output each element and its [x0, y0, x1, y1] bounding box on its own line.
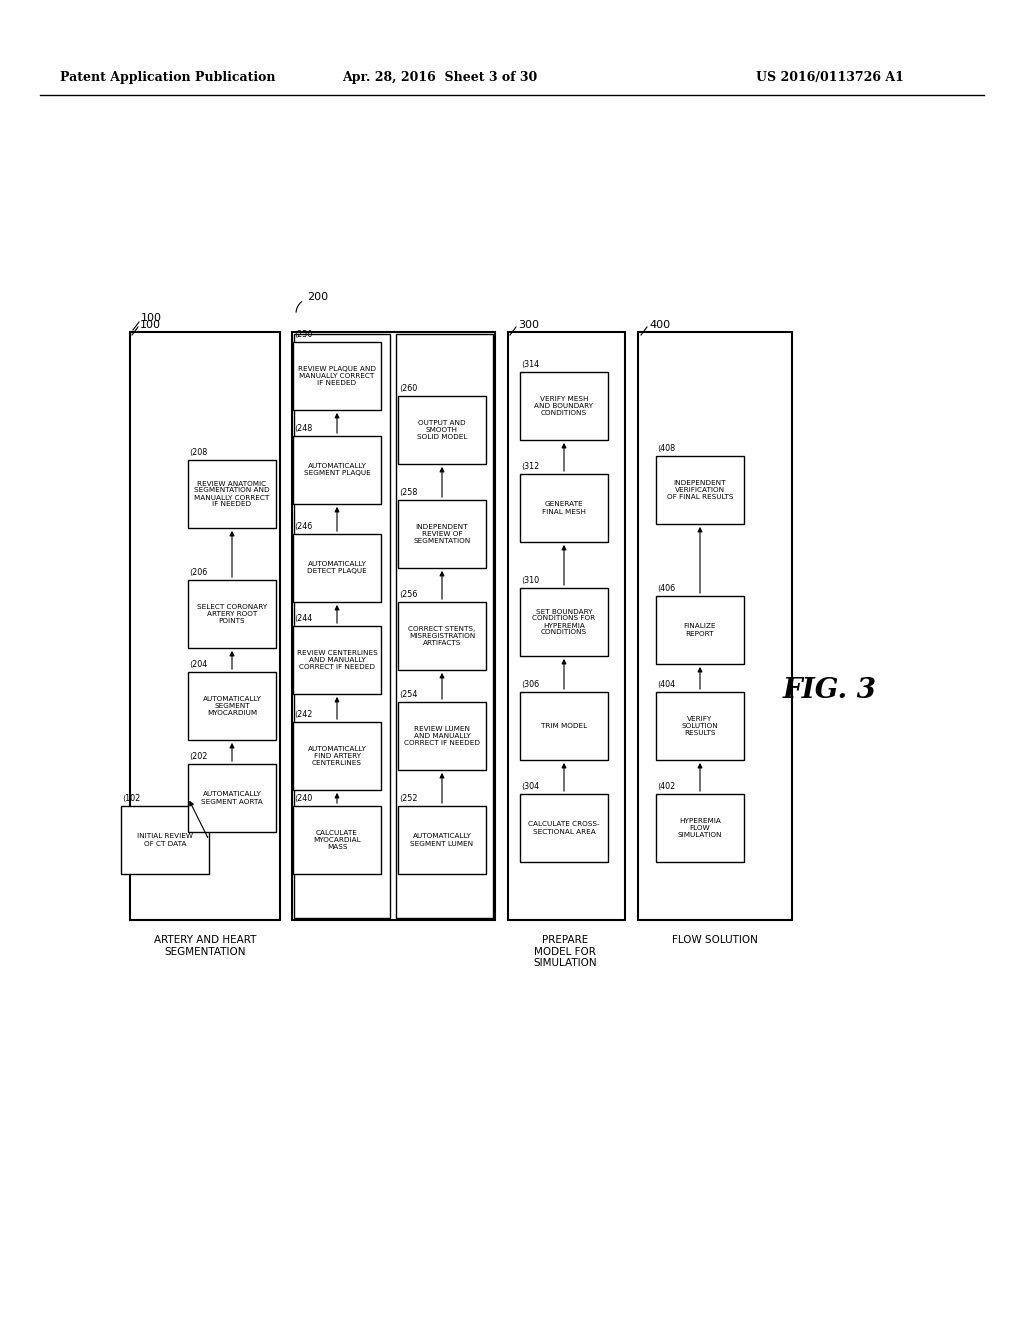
Text: PREPARE
MODEL FOR
SIMULATION: PREPARE MODEL FOR SIMULATION	[534, 935, 597, 968]
Text: SELECT CORONARY
ARTERY ROOT
POINTS: SELECT CORONARY ARTERY ROOT POINTS	[197, 605, 267, 624]
Bar	[188, 459, 276, 528]
Bar	[398, 396, 486, 465]
Bar	[656, 692, 744, 760]
Text: AUTOMATICALLY
DETECT PLAQUE: AUTOMATICALLY DETECT PLAQUE	[307, 561, 367, 574]
Text: AUTOMATICALLY
FIND ARTERY
CENTERLINES: AUTOMATICALLY FIND ARTERY CENTERLINES	[307, 746, 367, 766]
Text: ⟨250: ⟨250	[294, 330, 312, 339]
Text: AUTOMATICALLY
SEGMENT AORTA: AUTOMATICALLY SEGMENT AORTA	[201, 792, 263, 804]
Text: ⟨306: ⟨306	[521, 680, 539, 689]
Text: CALCULATE CROSS-
SECTIONAL AREA: CALCULATE CROSS- SECTIONAL AREA	[528, 821, 600, 834]
Bar	[398, 500, 486, 568]
Bar	[398, 807, 486, 874]
Text: ⟨254: ⟨254	[399, 690, 418, 700]
Text: ⟨242: ⟨242	[294, 710, 312, 719]
Text: FLOW SOLUTION: FLOW SOLUTION	[672, 935, 758, 945]
Text: ⟨304: ⟨304	[521, 781, 539, 791]
Text: ⟨204: ⟨204	[189, 660, 207, 669]
Text: US 2016/0113726 A1: US 2016/0113726 A1	[756, 71, 904, 84]
Text: HYPEREMIA
FLOW
SIMULATION: HYPEREMIA FLOW SIMULATION	[678, 818, 722, 838]
Text: ⟨240: ⟨240	[294, 795, 312, 803]
Text: ⟨244: ⟨244	[294, 614, 312, 623]
Bar	[293, 722, 381, 789]
Text: 300: 300	[518, 319, 539, 330]
Text: SET BOUNDARY
CONDITIONS FOR
HYPEREMIA
CONDITIONS: SET BOUNDARY CONDITIONS FOR HYPEREMIA CO…	[532, 609, 596, 635]
Text: FINALIZE
REPORT: FINALIZE REPORT	[684, 623, 716, 636]
Bar	[520, 372, 608, 440]
Text: 100: 100	[141, 313, 162, 323]
Bar	[293, 626, 381, 694]
Text: OUTPUT AND
SMOOTH
SOLID MODEL: OUTPUT AND SMOOTH SOLID MODEL	[417, 420, 467, 440]
Text: ⟨310: ⟨310	[521, 576, 539, 585]
Text: ⟨314: ⟨314	[521, 360, 539, 370]
Text: ⟨406: ⟨406	[657, 583, 675, 593]
Text: ⟨256: ⟨256	[399, 590, 418, 599]
Text: ⟨312: ⟨312	[521, 462, 540, 471]
Text: CORRECT STENTS,
MISREGISTRATION
ARTIFACTS: CORRECT STENTS, MISREGISTRATION ARTIFACT…	[409, 626, 475, 645]
Bar	[293, 535, 381, 602]
Bar	[508, 333, 625, 920]
Text: TRIM MODEL: TRIM MODEL	[541, 723, 587, 729]
Bar	[520, 474, 608, 543]
Text: ⟨408: ⟨408	[657, 444, 675, 453]
Text: INDEPENDENT
REVIEW OF
SEGMENTATION: INDEPENDENT REVIEW OF SEGMENTATION	[414, 524, 471, 544]
Bar	[188, 579, 276, 648]
Text: 100: 100	[140, 319, 161, 330]
Text: GENERATE
FINAL MESH: GENERATE FINAL MESH	[542, 502, 586, 515]
Text: VERIFY MESH
AND BOUNDARY
CONDITIONS: VERIFY MESH AND BOUNDARY CONDITIONS	[535, 396, 594, 416]
Text: ⟨258: ⟨258	[399, 488, 418, 498]
Text: REVIEW CENTERLINES
AND MANUALLY
CORRECT IF NEEDED: REVIEW CENTERLINES AND MANUALLY CORRECT …	[297, 649, 378, 671]
Bar	[398, 702, 486, 770]
Bar	[294, 334, 390, 917]
Text: ⟨102: ⟨102	[122, 795, 140, 803]
Bar	[188, 672, 276, 741]
Bar	[656, 455, 744, 524]
Text: ARTERY AND HEART
SEGMENTATION: ARTERY AND HEART SEGMENTATION	[154, 935, 256, 957]
Text: CALCULATE
MYOCARDIAL
MASS: CALCULATE MYOCARDIAL MASS	[313, 830, 360, 850]
Text: ⟨202: ⟨202	[189, 752, 208, 762]
Text: AUTOMATICALLY
SEGMENT PLAQUE: AUTOMATICALLY SEGMENT PLAQUE	[304, 463, 371, 477]
Text: INDEPENDENT
VERIFICATION
OF FINAL RESULTS: INDEPENDENT VERIFICATION OF FINAL RESULT…	[667, 480, 733, 500]
Text: ⟨402: ⟨402	[657, 781, 675, 791]
Bar	[292, 333, 495, 920]
Bar	[396, 334, 493, 917]
Bar	[130, 333, 280, 920]
Text: ⟨208: ⟨208	[189, 447, 207, 457]
Bar	[398, 602, 486, 671]
Text: VERIFY
SOLUTION
RESULTS: VERIFY SOLUTION RESULTS	[682, 715, 719, 737]
Text: REVIEW PLAQUE AND
MANUALLY CORRECT
IF NEEDED: REVIEW PLAQUE AND MANUALLY CORRECT IF NE…	[298, 366, 376, 385]
Bar	[520, 587, 608, 656]
Text: FIG. 3: FIG. 3	[783, 676, 877, 704]
Text: 200: 200	[307, 292, 328, 302]
Text: Apr. 28, 2016  Sheet 3 of 30: Apr. 28, 2016 Sheet 3 of 30	[342, 71, 538, 84]
Bar	[188, 764, 276, 832]
Text: ⟨404: ⟨404	[657, 680, 675, 689]
Text: REVIEW ANATOMIC
SEGMENTATION AND
MANUALLY CORRECT
IF NEEDED: REVIEW ANATOMIC SEGMENTATION AND MANUALL…	[195, 480, 269, 507]
Bar	[293, 807, 381, 874]
Text: 400: 400	[649, 319, 670, 330]
Bar	[520, 795, 608, 862]
Text: ⟨246: ⟨246	[294, 521, 312, 531]
Text: ⟨260: ⟨260	[399, 384, 417, 393]
Text: ⟨206: ⟨206	[189, 568, 207, 577]
Bar	[656, 795, 744, 862]
Text: Patent Application Publication: Patent Application Publication	[60, 71, 275, 84]
Text: AUTOMATICALLY
SEGMENT
MYOCARDIUM: AUTOMATICALLY SEGMENT MYOCARDIUM	[203, 696, 261, 715]
Text: ⟨248: ⟨248	[294, 424, 312, 433]
Bar	[121, 807, 209, 874]
Bar	[520, 692, 608, 760]
Bar	[293, 436, 381, 504]
Bar	[638, 333, 792, 920]
Bar	[656, 597, 744, 664]
Text: ⟨252: ⟨252	[399, 795, 418, 803]
Text: AUTOMATICALLY
SEGMENT LUMEN: AUTOMATICALLY SEGMENT LUMEN	[411, 833, 473, 846]
Text: REVIEW LUMEN
AND MANUALLY
CORRECT IF NEEDED: REVIEW LUMEN AND MANUALLY CORRECT IF NEE…	[404, 726, 480, 746]
Bar	[293, 342, 381, 411]
Text: INITIAL REVIEW
OF CT DATA: INITIAL REVIEW OF CT DATA	[137, 833, 193, 846]
